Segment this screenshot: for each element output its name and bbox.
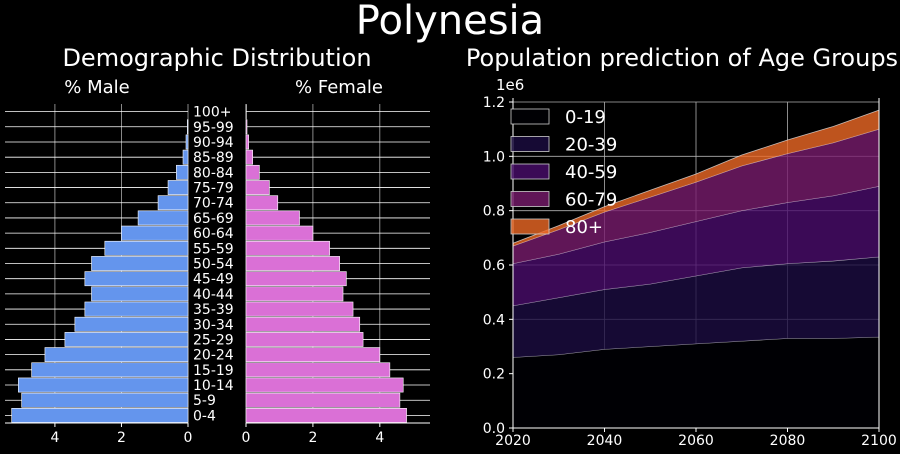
male-bar (85, 302, 188, 316)
age-group-label: 15-19 (193, 363, 234, 379)
female-bar (246, 180, 269, 194)
x-tick-label: 2040 (587, 433, 623, 449)
male-bar (183, 150, 188, 164)
male-bar (12, 408, 188, 422)
age-group-label: 90-94 (193, 135, 234, 151)
legend-label-60-79: 60-79 (565, 190, 617, 211)
male-bar (75, 317, 188, 331)
female-bar (246, 196, 278, 210)
x-tick-label: 2060 (678, 433, 714, 449)
male-bar (187, 120, 188, 134)
female-bar (246, 408, 407, 422)
male-bar (186, 135, 188, 149)
male-axis-label: % Male (64, 77, 129, 98)
y-tick-label: 0.2 (483, 367, 505, 383)
pyramid-title: Demographic Distribution (62, 44, 371, 72)
male-bar (92, 287, 188, 301)
legend-swatch-20-39 (511, 137, 549, 152)
age-group-label: 35-39 (193, 302, 234, 318)
male-bar (22, 393, 188, 407)
legend-label-0-19: 0-19 (565, 107, 606, 128)
age-group-label: 95-99 (193, 120, 234, 136)
female-axis-label: % Female (295, 77, 383, 98)
age-group-label: 30-34 (193, 317, 234, 333)
legend-label-20-39: 20-39 (565, 135, 617, 156)
female-bar (246, 363, 390, 377)
female-bar (246, 241, 330, 255)
male-bar (105, 241, 188, 255)
age-group-label: 40-44 (193, 287, 234, 303)
male-bar (65, 332, 188, 346)
male-bar (176, 165, 188, 179)
y-tick-label: 0.4 (483, 312, 505, 328)
female-bar (246, 332, 363, 346)
male-tick-label: 0 (184, 430, 193, 446)
legend-swatch-40-59 (511, 164, 549, 179)
y-offset-label: 1e6 (496, 76, 524, 94)
y-tick-label: 0.6 (483, 258, 505, 274)
x-tick-label: 2020 (495, 433, 531, 449)
age-group-label: 5-9 (193, 393, 216, 409)
male-bar (168, 180, 188, 194)
age-group-label: 50-54 (193, 257, 234, 273)
male-bar (138, 211, 188, 225)
y-tick-label: 1.2 (483, 95, 505, 111)
age-group-label: 0-4 (193, 408, 216, 424)
male-bar (18, 378, 188, 392)
female-bar (246, 165, 259, 179)
female-tick-label: 2 (308, 430, 317, 446)
female-bar (246, 120, 247, 134)
legend-swatch-0-19 (511, 109, 549, 124)
legend-swatch-60-79 (511, 192, 549, 207)
x-tick-label: 2080 (770, 433, 806, 449)
female-bar (246, 226, 313, 240)
legend-label-40-59: 40-59 (565, 162, 617, 183)
age-group-label: 85-89 (193, 150, 234, 166)
male-bar (45, 348, 188, 362)
male-bar (158, 196, 188, 210)
female-bar (246, 150, 253, 164)
male-bar (32, 363, 188, 377)
male-bar (85, 272, 188, 286)
age-group-label: 100+ (193, 105, 231, 121)
age-group-label: 65-69 (193, 211, 234, 227)
figure-title: Polynesia (356, 0, 544, 44)
female-bar (246, 256, 340, 270)
female-bar (246, 393, 400, 407)
legend-label-80+: 80+ (565, 217, 603, 238)
female-bar (246, 135, 249, 149)
male-bar (121, 226, 188, 240)
female-bar (246, 378, 403, 392)
age-group-label: 45-49 (193, 272, 234, 288)
female-tick-label: 0 (242, 430, 251, 446)
age-group-label: 25-29 (193, 332, 234, 348)
age-group-label: 75-79 (193, 181, 234, 197)
y-tick-label: 1.0 (483, 149, 505, 165)
female-bar (246, 348, 380, 362)
male-bar (92, 256, 188, 270)
female-bar (246, 317, 360, 331)
age-group-label: 60-64 (193, 226, 234, 242)
age-group-label: 20-24 (193, 348, 234, 364)
age-group-labels: 0-45-910-1415-1920-2425-2930-3435-3940-4… (193, 105, 234, 425)
female-bar (246, 272, 346, 286)
age-group-label: 70-74 (193, 196, 234, 212)
male-tick-label: 4 (50, 430, 59, 446)
female-bar (246, 211, 300, 225)
female-bar (246, 287, 343, 301)
y-tick-label: 0.8 (483, 204, 505, 220)
area-chart-title: Population prediction of Age Groups (466, 44, 898, 72)
female-tick-label: 4 (375, 430, 384, 446)
age-group-label: 55-59 (193, 241, 234, 257)
legend-swatch-80+ (511, 219, 549, 234)
male-tick-label: 2 (117, 430, 126, 446)
female-bar (246, 302, 353, 316)
age-group-label: 80-84 (193, 165, 234, 181)
x-tick-label: 2100 (861, 433, 897, 449)
age-group-label: 10-14 (193, 378, 234, 394)
